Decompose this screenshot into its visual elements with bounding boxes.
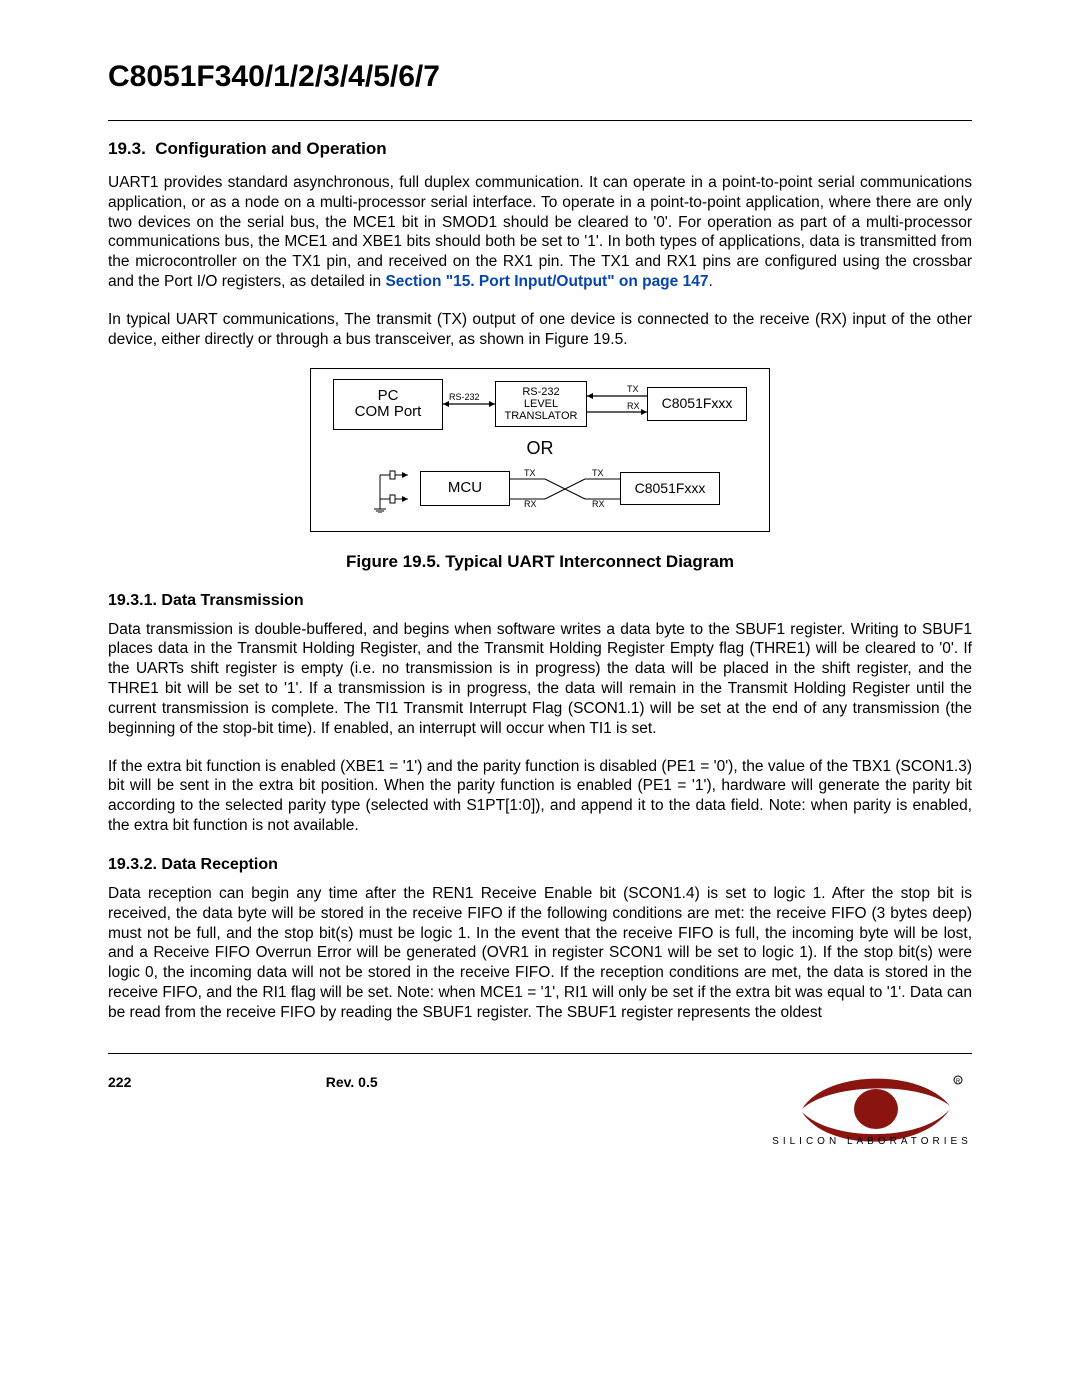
- chip-box-2: C8051Fxxx: [620, 472, 720, 505]
- diagram-row-1: PC COM Port RS-232 RS-232 LEVEL TRANSLAT…: [329, 379, 751, 430]
- translator-line1: RS-232: [522, 386, 559, 398]
- chip-box-1: C8051Fxxx: [647, 387, 747, 420]
- revision-label: Rev. 0.5: [0, 1074, 772, 1090]
- sub1-para1: Data transmission is double-buffered, an…: [108, 620, 972, 739]
- sub2-title: Data Reception: [161, 856, 277, 873]
- tx-label-2a: TX: [524, 468, 536, 478]
- paragraph-1: UART1 provides standard asynchronous, fu…: [108, 173, 972, 292]
- paragraph-2: In typical UART communications, The tran…: [108, 310, 972, 350]
- rx-label-1: RX: [627, 401, 640, 411]
- subsection-2-heading: 19.3.2. Data Reception: [108, 856, 972, 874]
- tx-label-2b: TX: [592, 468, 604, 478]
- section-number: 19.3.: [108, 139, 146, 158]
- mcu-box: MCU: [420, 471, 510, 506]
- rs232-label: RS-232: [449, 392, 480, 402]
- tx-rx-connector-1: TX RX: [587, 384, 647, 424]
- port-io-xref-link[interactable]: Section "15. Port Input/Output" on page …: [385, 273, 708, 290]
- footer-rule: [108, 1053, 972, 1054]
- sub2-para1: Data reception can begin any time after …: [108, 884, 972, 1023]
- crossover-connector: TX TX RX RX: [510, 469, 620, 509]
- pc-com-port-box: PC COM Port: [333, 379, 443, 430]
- level-translator-box: RS-232 LEVEL TRANSLATOR: [495, 381, 587, 427]
- diagram-panel: PC COM Port RS-232 RS-232 LEVEL TRANSLAT…: [310, 368, 770, 532]
- svg-text:R: R: [956, 1079, 961, 1085]
- sub2-number: 19.3.2.: [108, 856, 157, 873]
- pc-label-line1: PC: [378, 387, 399, 404]
- subsection-1-heading: 19.3.1. Data Transmission: [108, 592, 972, 610]
- document-title: C8051F340/1/2/3/4/5/6/7: [108, 60, 972, 94]
- rs232-connector: RS-232: [443, 384, 495, 424]
- section-title: Configuration and Operation: [155, 139, 386, 158]
- company-name: SILICON LABORATORIES: [772, 1136, 972, 1146]
- sub1-title: Data Transmission: [161, 592, 303, 609]
- pc-label-line2: COM Port: [355, 403, 422, 420]
- or-label: OR: [329, 438, 751, 459]
- footer: 222 Rev. 0.5 R SILICON LABORATORIES: [108, 1074, 972, 1146]
- para1-text-b: .: [708, 273, 712, 290]
- translator-line2: LEVEL: [524, 398, 558, 410]
- figure-caption: Figure 19.5. Typical UART Interconnect D…: [108, 552, 972, 572]
- company-logo: R SILICON LABORATORIES: [772, 1074, 972, 1146]
- ground-pins-icon: [360, 465, 420, 513]
- header-rule: [108, 120, 972, 121]
- section-heading: 19.3. Configuration and Operation: [108, 139, 972, 159]
- tx-label-1: TX: [627, 384, 639, 394]
- sub1-para2: If the extra bit function is enabled (XB…: [108, 757, 972, 836]
- figure-container: PC COM Port RS-232 RS-232 LEVEL TRANSLAT…: [108, 368, 972, 532]
- sub1-number: 19.3.1.: [108, 592, 157, 609]
- rx-label-2a: RX: [524, 499, 537, 509]
- diagram-row-2: MCU TX TX RX RX C8051Fxxx: [329, 465, 751, 513]
- rx-label-2b: RX: [592, 499, 605, 509]
- translator-line3: TRANSLATOR: [505, 410, 578, 422]
